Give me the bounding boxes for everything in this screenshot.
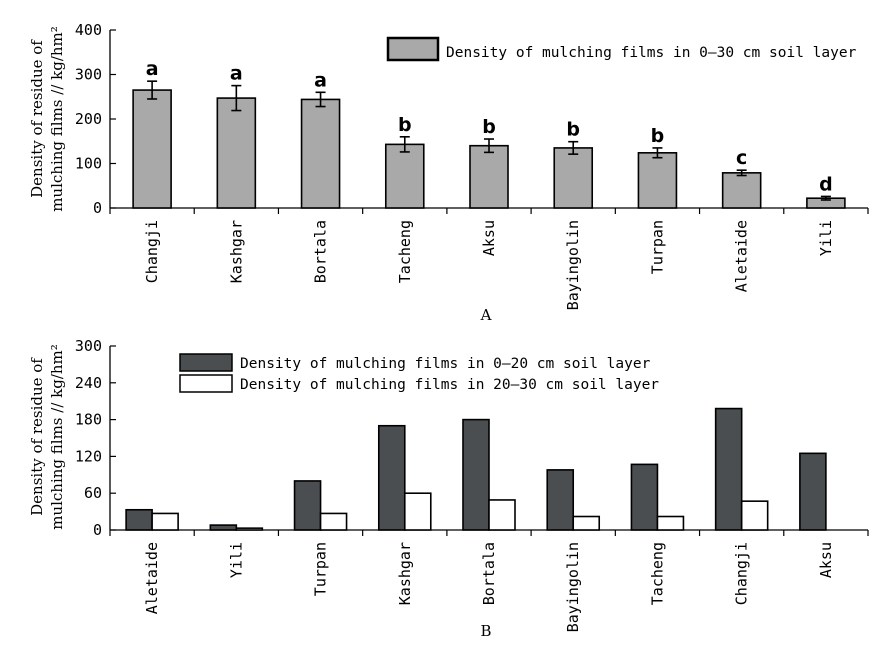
panel-b-x-label-kashgar: Kashgar (396, 542, 414, 605)
panel-a-y-axis-label-line1: Density of residue of (28, 39, 46, 198)
panel-a-y-axis-label-line2: mulching films ∕∕ kg/hm² (48, 26, 66, 212)
panel-b-x-label-bayingolin: Bayingolin (564, 542, 582, 632)
panel-a-significance-tacheng: b (398, 114, 412, 136)
panel-b-x-label-aletaide: Aletaide (143, 542, 161, 614)
panel-b-bar-turpan-s1 (293, 480, 322, 531)
panel-b-bar-yili-s2 (235, 527, 264, 531)
panel-a-bar-aksu (469, 144, 509, 209)
panel-a-significance-yili: d (819, 173, 833, 195)
panel-b-y-tick-label-0: 0 (93, 521, 102, 539)
panel-a-bar-tacheng (384, 143, 425, 209)
panel-a-significance-bortala: a (314, 69, 327, 91)
panel-b-y-tick-label-300: 300 (75, 337, 102, 355)
panel-a-x-label-tacheng: Tacheng (396, 220, 414, 283)
panel-a-bar-turpan (637, 152, 678, 209)
panel-a-y-tick-label-200: 200 (75, 110, 102, 128)
panel-b-y-tick-label-180: 180 (75, 411, 102, 429)
panel-a-bar-aletaide (721, 172, 762, 209)
panel-a-x-label-changji: Changji (143, 220, 161, 283)
panel-b-bar-bortala-s1 (462, 418, 490, 531)
panel-b-y-axis-label-line1: Density of residue of (28, 357, 46, 516)
panel-b-bar-kashgar-s2 (403, 492, 432, 531)
panel-b-x-label-changji: Changji (733, 542, 751, 605)
panel-a-x-label-yili: Yili (817, 220, 835, 256)
panel-a-x-label-aksu: Aksu (480, 220, 498, 256)
panel-b-bar-aletaide-s1 (125, 508, 153, 531)
panel-a-bar-bortala (300, 98, 341, 209)
panel-a-y-tick-label-0: 0 (93, 199, 102, 217)
panel-a-x-label-turpan: Turpan (648, 220, 666, 274)
panel-a-bar-bayingolin (553, 147, 594, 209)
panel-a-y-tick-label-400: 400 (75, 21, 102, 39)
panel-a-y-tick-label-300: 300 (75, 66, 102, 84)
panel-b-x-label-turpan: Turpan (312, 542, 330, 596)
panel-b-bar-bayingolin-s2 (572, 515, 601, 531)
panel-b-bar-turpan-s2 (319, 512, 348, 531)
panel-a-x-label-kashgar: Kashgar (227, 220, 245, 283)
panel-a-significance-changji: a (146, 58, 159, 80)
panel-a-y-tick-label-100: 100 (75, 155, 102, 173)
panel-b-legend-swatch-2 (179, 374, 233, 393)
panel-b-y-tick-label-120: 120 (75, 447, 102, 465)
panel-b-y-tick-label-60: 60 (84, 484, 102, 502)
panel-b-x-label-aksu: Aksu (817, 542, 835, 578)
panel-b-bar-aksu-s1 (799, 452, 827, 531)
panel-b-y-axis-label-line2: mulching films ∕∕ kg/hm² (48, 344, 66, 530)
panel-b-label: B (480, 622, 491, 640)
panel-b-y-tick-label-240: 240 (75, 374, 102, 392)
panel-a-label: A (480, 306, 492, 324)
panel-b-bar-tacheng-s1 (630, 463, 659, 531)
panel-b-bar-changji-s2 (740, 500, 769, 531)
panel-b-legend-label-1: Density of mulching films in 0–20 cm soi… (240, 356, 651, 372)
panel-a-significance-aksu: b (482, 116, 496, 138)
panel-b-bar-changji-s1 (714, 407, 743, 531)
panel-b-legend-label-2: Density of mulching films in 20–30 cm so… (240, 377, 659, 393)
panel-a-significance-bayingolin: b (566, 119, 580, 141)
panel-a-significance-turpan: b (651, 125, 665, 147)
panel-b-x-label-yili: Yili (227, 542, 245, 578)
panel-a-legend-swatch-1 (386, 36, 440, 62)
panel-b-bar-bortala-s2 (488, 499, 516, 531)
panel-b-bar-aletaide-s2 (151, 512, 179, 531)
panel-a-x-label-aletaide: Aletaide (733, 220, 751, 292)
panel-a-legend-label-1: Density of mulching films in 0–30 cm soi… (446, 45, 857, 61)
panel-a-significance-aletaide: c (736, 147, 747, 169)
panel-b-x-label-bortala: Bortala (480, 542, 498, 605)
panel-a-x-label-bayingolin: Bayingolin (564, 220, 582, 310)
panel-b-bar-yili-s1 (209, 524, 238, 531)
panel-b-x-label-tacheng: Tacheng (648, 542, 666, 605)
panel-b-bar-bayingolin-s1 (546, 469, 575, 531)
chart-panel-a: Density of residue of mulching films ∕∕ … (28, 21, 869, 324)
panel-b-bar-tacheng-s2 (656, 515, 685, 531)
panel-b-bar-kashgar-s1 (377, 424, 406, 531)
chart-panel-b: Density of residue of mulching films ∕∕ … (28, 337, 869, 640)
panel-a-bar-kashgar (216, 97, 257, 209)
panel-a-x-label-bortala: Bortala (312, 220, 330, 283)
panel-b-legend-swatch-1 (179, 353, 233, 372)
panel-a-bar-changji (132, 89, 172, 209)
panel-a-significance-kashgar: a (230, 63, 243, 85)
